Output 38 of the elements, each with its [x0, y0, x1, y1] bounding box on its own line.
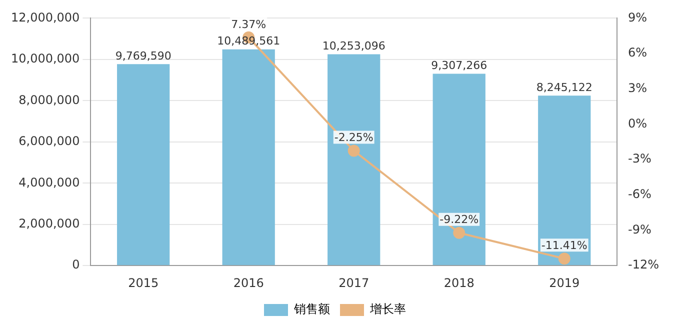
data-label: -11.41% [541, 239, 588, 252]
bar [432, 74, 486, 266]
x-tick-label: 2015 [128, 276, 159, 290]
x-tick-label: 2018 [444, 276, 474, 290]
y2-tick-label: 0% [628, 116, 648, 130]
bar [328, 54, 380, 266]
y2-tick-label: -12% [628, 258, 660, 272]
legend-label: 增长率 [369, 302, 406, 316]
y-tick-label: 4,000,000 [18, 175, 80, 190]
y2-tick-label: 6% [628, 46, 648, 60]
bar [222, 49, 275, 266]
point [558, 252, 570, 265]
y-tick-label: 0 [72, 258, 80, 272]
data-label: 9,769,590 [115, 50, 172, 63]
y2-tick-label: -6% [628, 187, 652, 202]
point [453, 226, 466, 239]
data-label: 8,245,122 [536, 80, 592, 94]
data-label: -9.22% [440, 213, 479, 226]
x-tick-label: 2016 [233, 276, 264, 290]
data-label: -2.25% [334, 131, 374, 144]
point [348, 144, 360, 157]
bar [538, 96, 591, 266]
y-tick-label: 8,000,000 [18, 92, 80, 107]
legend-label: 销售额 [293, 302, 330, 316]
bar [117, 64, 170, 266]
y2-tick-label: -3% [628, 152, 652, 166]
y2-tick-label: 9% [628, 10, 648, 24]
y2-tick-label: 3% [628, 81, 648, 96]
y2-tick-label: -9% [628, 222, 652, 236]
y-tick-label: 6,000,000 [18, 134, 80, 148]
data-label: 10,253,096 [322, 40, 386, 53]
x-tick-label: 2017 [338, 276, 370, 290]
y-tick-label: 12,000,000 [10, 10, 80, 24]
y-tick-label: 10,000,000 [10, 52, 80, 66]
x-tick-label: 2019 [549, 276, 580, 290]
y-tick-label: 2,000,000 [18, 216, 80, 230]
data-label: 9,307,266 [431, 59, 488, 72]
data-label: 7.37% [231, 18, 266, 31]
